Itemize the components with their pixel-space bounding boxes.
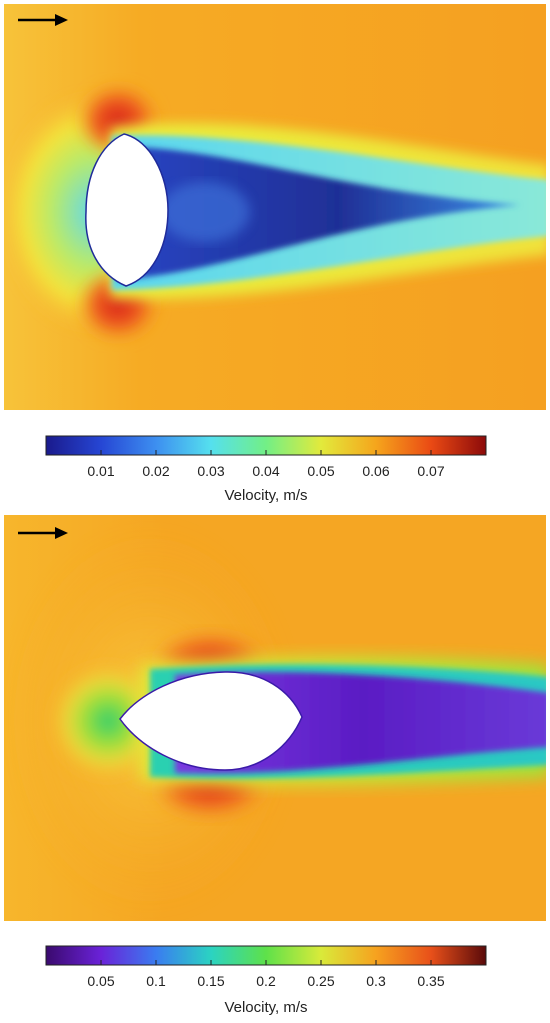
colorbar: 0.01 0.02 0.03 0.04 0.05 0.06 0.07 Velocity, m… bbox=[45, 435, 487, 504]
obstacle-body bbox=[85, 133, 169, 287]
colorbar-tick-label: 0.05 bbox=[87, 973, 114, 989]
colorbar-tick-label: 0.06 bbox=[362, 463, 389, 479]
colorbar-label: Velocity, m/s bbox=[224, 999, 307, 1016]
flow-direction-arrow bbox=[18, 527, 68, 539]
velocity-field-panel-low: 0.01 0.02 0.03 0.04 0.05 0.06 0.07 Velocity, m… bbox=[4, 4, 546, 504]
velocity-field-plot bbox=[4, 515, 546, 921]
colorbar-tick-label: 0.02 bbox=[142, 463, 169, 479]
colorbar-ticks: 0.05 0.1 0.15 0.2 0.25 0.3 0.35 bbox=[87, 960, 445, 989]
colorbar-tick-label: 0.2 bbox=[256, 973, 276, 989]
colorbar-tick-label: 0.04 bbox=[252, 463, 279, 479]
colorbar: 0.05 0.1 0.15 0.2 0.25 0.3 0.35 Velocity, m/s bbox=[45, 945, 487, 1016]
colorbar-tick-label: 0.03 bbox=[197, 463, 224, 479]
colorbar-tick-label: 0.05 bbox=[307, 463, 334, 479]
colorbar-tick-label: 0.35 bbox=[417, 973, 444, 989]
velocity-field-plot bbox=[4, 4, 546, 410]
colorbar-tick-label: 0.07 bbox=[417, 463, 444, 479]
colorbar-tick-label: 0.15 bbox=[197, 973, 224, 989]
velocity-field-panel-high: 0.05 0.1 0.15 0.2 0.25 0.3 0.35 Velocity, m/s bbox=[0, 515, 550, 1023]
obstacle-body bbox=[119, 671, 303, 771]
colorbar-tick-label: 0.1 bbox=[146, 973, 166, 989]
colorbar-ticks: 0.01 0.02 0.03 0.04 0.05 0.06 0.07 bbox=[87, 450, 445, 479]
colorbar-tick-label: 0.01 bbox=[87, 463, 114, 479]
colorbar-tick-label: 0.3 bbox=[366, 973, 386, 989]
colorbar-label: Velocity, m/s bbox=[224, 487, 307, 504]
colorbar-tick-label: 0.25 bbox=[307, 973, 334, 989]
flow-direction-arrow bbox=[18, 14, 68, 26]
